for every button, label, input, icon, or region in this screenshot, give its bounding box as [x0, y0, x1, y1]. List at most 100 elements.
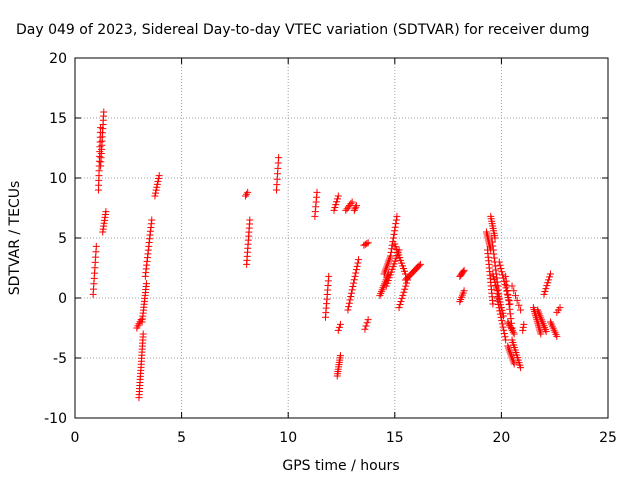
- data-point: [508, 282, 516, 290]
- x-axis-label: GPS time / hours: [282, 458, 399, 474]
- data-point: [348, 286, 356, 294]
- data-point: [513, 296, 521, 304]
- data-point: [519, 323, 527, 331]
- data-point: [499, 271, 507, 279]
- data-point: [153, 183, 161, 191]
- data-point: [333, 198, 341, 206]
- data-point: [345, 303, 353, 311]
- data-point: [363, 240, 371, 248]
- data-point: [507, 325, 515, 333]
- data-point: [504, 318, 512, 326]
- data-point: [542, 328, 550, 336]
- data-point: [506, 310, 514, 318]
- data-point: [142, 280, 150, 288]
- data-point: [459, 268, 467, 276]
- data-point: [496, 310, 504, 318]
- data-point: [399, 291, 407, 299]
- data-point: [155, 172, 163, 180]
- data-point: [502, 277, 510, 285]
- data-point: [501, 333, 509, 341]
- data-point: [355, 256, 363, 264]
- data-point: [504, 291, 512, 299]
- x-tick-label: 25: [599, 430, 617, 446]
- data-point: [396, 301, 404, 309]
- data-point: [503, 286, 511, 294]
- data-point: [520, 320, 528, 328]
- data-point: [498, 320, 506, 328]
- data-point: [544, 279, 552, 287]
- data-point: [387, 248, 395, 256]
- data-point: [505, 320, 513, 328]
- data-point: [498, 268, 506, 276]
- data-point: [460, 287, 468, 295]
- data-point: [495, 258, 503, 266]
- data-point: [348, 198, 356, 206]
- data-point: [460, 266, 468, 274]
- data-point: [344, 306, 352, 314]
- x-tick-label: 10: [279, 430, 297, 446]
- data-point: [330, 206, 338, 214]
- data-point: [363, 319, 371, 327]
- data-point: [334, 192, 342, 200]
- data-point: [387, 252, 395, 260]
- data-point: [493, 294, 501, 302]
- y-tick-label: -5: [53, 351, 67, 367]
- data-point: [495, 304, 503, 312]
- y-tick-label: 5: [58, 231, 67, 247]
- data-point: [92, 242, 100, 250]
- data-point: [506, 305, 514, 313]
- data-point: [496, 307, 504, 315]
- data-point: [332, 201, 340, 209]
- data-point: [155, 175, 163, 183]
- data-point: [510, 330, 518, 338]
- data-point: [545, 276, 553, 284]
- data-point: [505, 301, 513, 309]
- data-point: [508, 327, 516, 335]
- data-point: [334, 326, 342, 334]
- data-point: [362, 322, 370, 330]
- data-point: [347, 289, 355, 297]
- data-point: [496, 261, 504, 269]
- data-point: [502, 336, 510, 344]
- data-point: [515, 301, 523, 309]
- data-point: [345, 299, 353, 307]
- data-point: [500, 330, 508, 338]
- data-point: [392, 216, 400, 224]
- data-point: [347, 200, 355, 208]
- data-point: [393, 212, 401, 220]
- data-point: [497, 264, 505, 272]
- data-point: [325, 272, 333, 280]
- y-tick-label: -10: [44, 411, 67, 427]
- data-point: [246, 216, 254, 224]
- y-axis-label: SDTVAR / TECUs: [7, 181, 23, 296]
- data-point: [352, 269, 360, 277]
- data-point: [541, 287, 549, 295]
- data-point: [349, 282, 357, 290]
- data-point: [542, 285, 550, 293]
- data-point: [350, 279, 358, 287]
- data-point: [244, 188, 252, 196]
- data-point: [361, 325, 369, 333]
- data-point: [497, 313, 505, 321]
- data-point: [500, 326, 508, 334]
- data-point: [346, 296, 354, 304]
- data-point: [501, 281, 509, 289]
- data-point: [517, 364, 525, 372]
- data-point: [391, 227, 399, 235]
- y-tick-label: 20: [49, 51, 67, 67]
- data-point: [498, 317, 506, 325]
- data-point: [402, 282, 410, 290]
- x-tick-label: 15: [386, 430, 404, 446]
- data-point: [148, 216, 156, 224]
- data-point: [392, 220, 400, 228]
- data-point: [556, 304, 564, 312]
- data-point: [352, 202, 360, 210]
- data-point: [152, 189, 160, 197]
- data-point: [151, 192, 159, 200]
- x-tick-label: 5: [177, 430, 186, 446]
- data-points: [89, 108, 564, 402]
- data-point: [139, 330, 147, 338]
- data-point: [416, 260, 424, 268]
- data-point: [352, 203, 360, 211]
